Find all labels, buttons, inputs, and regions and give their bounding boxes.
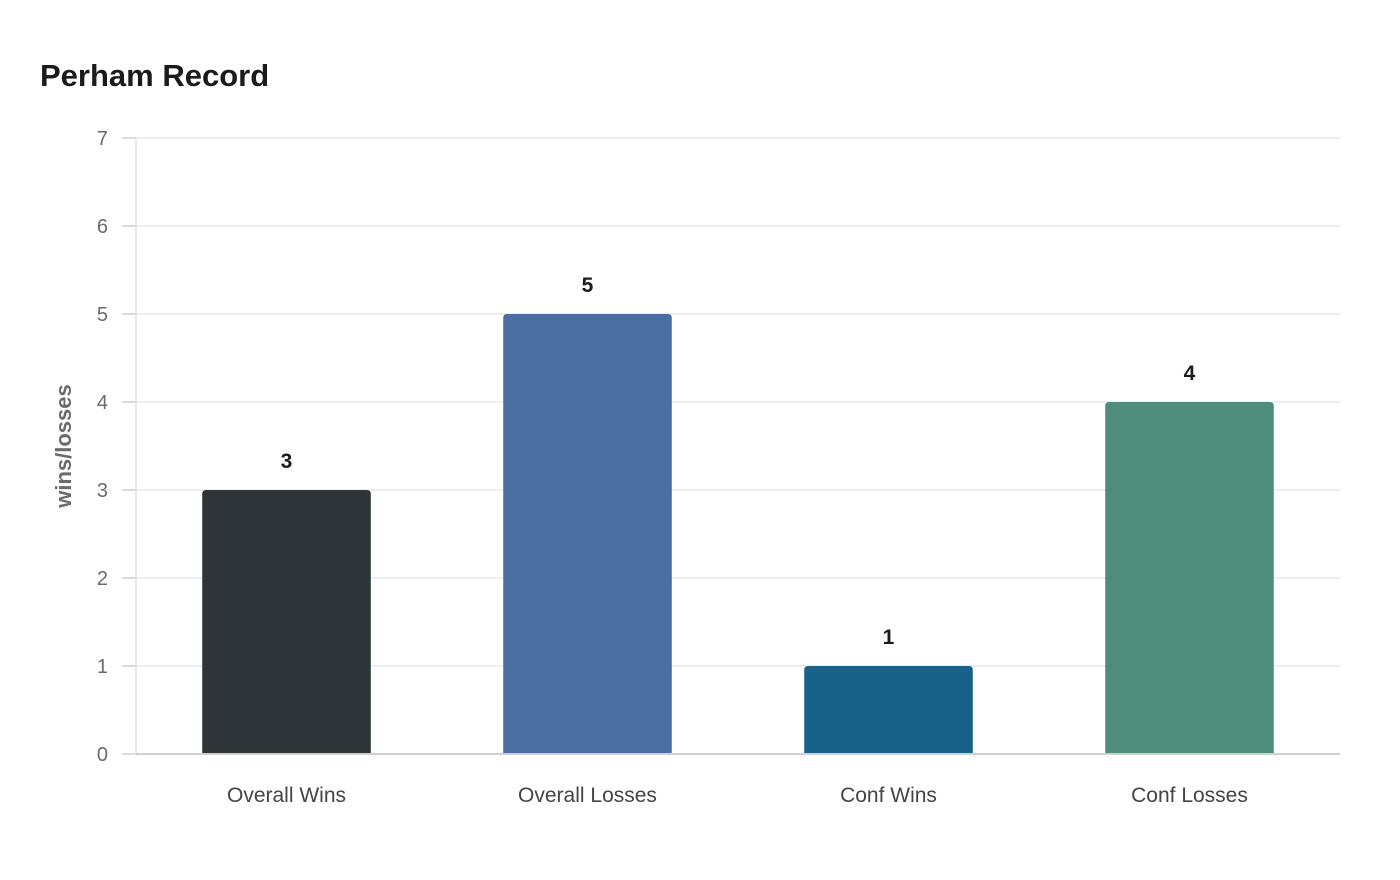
x-tick-label: Conf Losses <box>1131 784 1248 807</box>
x-tick-label: Conf Wins <box>840 784 937 807</box>
bar-conf-wins <box>804 666 973 754</box>
bar-overall-losses <box>503 314 672 754</box>
y-tick-label: 5 <box>97 304 108 326</box>
data-label: 1 <box>883 626 895 649</box>
x-tick-label: Overall Wins <box>227 784 346 807</box>
bar-conf-losses <box>1105 402 1274 754</box>
y-tick-label: 1 <box>97 656 108 678</box>
data-label: 3 <box>281 450 293 473</box>
y-tick-label: 2 <box>97 568 108 590</box>
bar-overall-wins <box>202 490 371 754</box>
labels: 0 1 2 3 4 5 6 7 3 Overall Wins 5 Overall Losses 1 Con… <box>97 128 1248 807</box>
bars <box>202 314 1274 754</box>
data-label: 4 <box>1184 362 1196 385</box>
data-label: 5 <box>582 274 594 297</box>
y-axis-title: wins/losses <box>51 384 76 509</box>
y-tick-label: 6 <box>97 216 108 238</box>
y-tick-label: 0 <box>97 744 108 766</box>
chart-title: Perham Record <box>40 58 270 93</box>
axes <box>122 137 1340 755</box>
y-tick-label: 7 <box>97 128 108 150</box>
y-tick-label: 4 <box>97 392 108 414</box>
x-tick-label: Overall Losses <box>518 784 657 807</box>
y-tick-label: 3 <box>97 480 108 502</box>
